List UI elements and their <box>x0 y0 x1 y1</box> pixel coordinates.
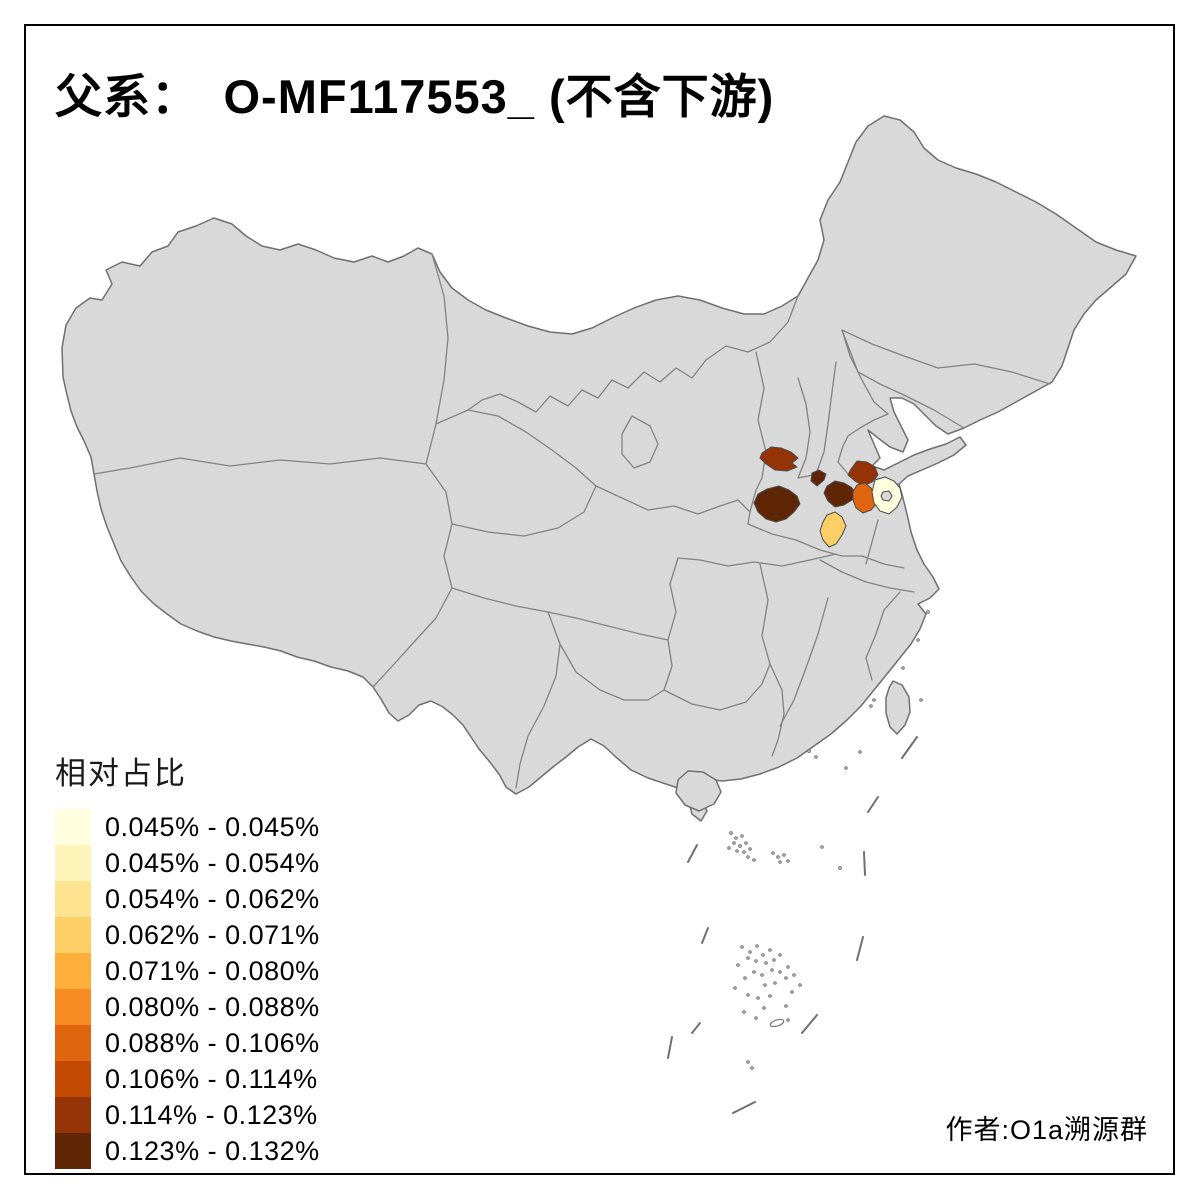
legend-item: 0.080% - 0.088% <box>55 989 320 1025</box>
legend-swatch <box>55 953 91 989</box>
legend-label: 0.080% - 0.088% <box>105 991 320 1022</box>
region-highlight-center-small <box>810 469 827 487</box>
legend-label: 0.054% - 0.062% <box>105 883 320 914</box>
legend-title: 相对占比 <box>55 756 187 791</box>
legend-item: 0.045% - 0.054% <box>55 845 320 881</box>
legend: 相对占比 0.045% - 0.045% 0.045% - 0.054% 0.0… <box>55 748 320 1169</box>
legend-swatch <box>55 809 91 845</box>
legend-label: 0.114% - 0.123% <box>105 1099 318 1130</box>
page-title: 父系： O-MF117553_ (不含下游) <box>55 70 775 123</box>
legend-swatch <box>55 1025 91 1061</box>
region-highlight-south-light <box>819 511 847 548</box>
legend-swatch <box>55 1061 91 1097</box>
legend-swatch <box>55 1097 91 1133</box>
legend-item: 0.045% - 0.045% <box>55 809 320 845</box>
south-china-sea-islets <box>727 610 930 1070</box>
legend-label: 0.062% - 0.071% <box>105 919 320 950</box>
china-mainland <box>61 115 1137 822</box>
legend-label: 0.071% - 0.080% <box>105 955 320 986</box>
legend-label: 0.045% - 0.045% <box>105 811 320 842</box>
legend-label: 0.106% - 0.114% <box>105 1063 318 1094</box>
nine-dash-line <box>667 736 918 1114</box>
legend-item: 0.088% - 0.106% <box>55 1025 320 1061</box>
legend-swatch <box>55 989 91 1025</box>
legend-label: 0.088% - 0.106% <box>105 1027 320 1058</box>
region-highlight-northeast <box>847 460 879 487</box>
taiwan-island <box>885 680 911 735</box>
legend-swatch <box>55 881 91 917</box>
legend-item: 0.106% - 0.114% <box>55 1061 320 1097</box>
legend-label: 0.123% - 0.132% <box>105 1135 320 1166</box>
legend-swatch <box>55 845 91 881</box>
legend-item: 0.062% - 0.071% <box>55 917 320 953</box>
author-credit: 作者:O1a溯源群 <box>945 1115 1148 1145</box>
province-borders <box>93 253 1051 789</box>
legend-item: 0.123% - 0.132% <box>55 1133 320 1169</box>
legend-swatch <box>55 917 91 953</box>
region-highlight-west-north <box>759 446 799 472</box>
region-highlight-east-orange <box>852 482 878 514</box>
region-enclave-gray <box>880 490 893 502</box>
legend-swatch <box>55 1133 91 1169</box>
region-highlight-west-south <box>753 485 801 523</box>
legend-item: 0.054% - 0.062% <box>55 881 320 917</box>
hainan-island <box>675 770 722 812</box>
legend-item: 0.114% - 0.123% <box>55 1097 320 1133</box>
legend-label: 0.045% - 0.054% <box>105 847 320 878</box>
legend-item: 0.071% - 0.080% <box>55 953 320 989</box>
region-highlight-center-large <box>823 480 857 508</box>
highlighted-regions <box>753 446 903 548</box>
